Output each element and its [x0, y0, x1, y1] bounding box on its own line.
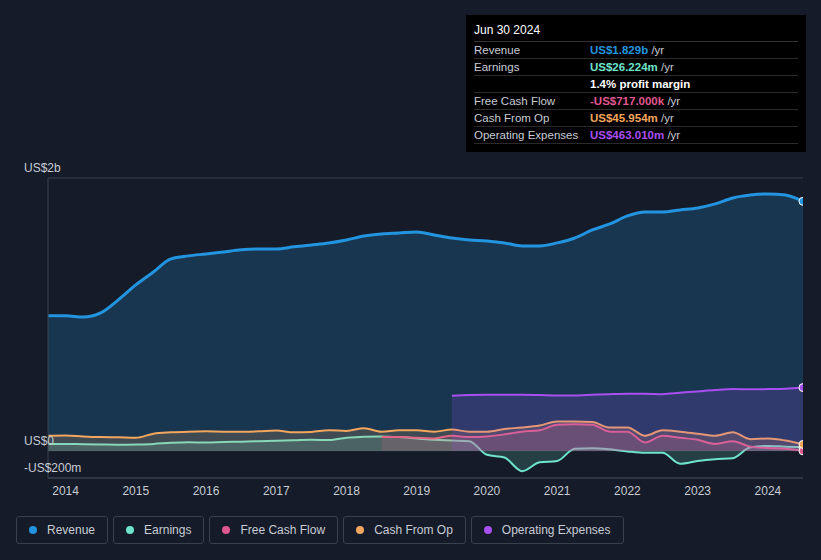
- html-text:Jun 30 2024: Jun 30 2024: [474, 23, 541, 37]
- svg-text:2016: 2016: [193, 484, 220, 498]
- html-text:Earnings: Earnings: [474, 61, 520, 73]
- html-text:Operating Expenses: Operating Expenses: [474, 129, 579, 141]
- svg-text:-US$200m: -US$200m: [24, 461, 81, 475]
- svg-text:US$0: US$0: [24, 434, 54, 448]
- svg-text:2023: 2023: [684, 484, 711, 498]
- html-text:US$463.010m /yr: US$463.010m /yr: [590, 129, 681, 141]
- svg-text:2024: 2024: [755, 484, 782, 498]
- html-text:US$1.829b /yr: US$1.829b /yr: [590, 44, 665, 56]
- html-text:1.4% profit margin: 1.4% profit margin: [590, 78, 691, 90]
- svg-text:US$2b: US$2b: [24, 161, 61, 175]
- html-text:Revenue: Revenue: [47, 523, 95, 537]
- svg-text:2018: 2018: [333, 484, 360, 498]
- html-text:Free Cash Flow: Free Cash Flow: [474, 95, 556, 107]
- svg-text:2014: 2014: [52, 484, 79, 498]
- svg-text:2021: 2021: [544, 484, 571, 498]
- svg-text:2022: 2022: [614, 484, 641, 498]
- html-text:US$26.224m /yr: US$26.224m /yr: [590, 61, 674, 73]
- svg-text:2019: 2019: [403, 484, 430, 498]
- html-text:Free Cash Flow: Free Cash Flow: [240, 523, 326, 537]
- html-text:Cash From Op: Cash From Op: [474, 112, 550, 124]
- html-text:Operating Expenses: Operating Expenses: [501, 523, 611, 537]
- html-text:Revenue: Revenue: [474, 44, 520, 56]
- svg-text:2015: 2015: [122, 484, 149, 498]
- html-text:Earnings: Earnings: [144, 523, 192, 537]
- html-text:-US$717.000k /yr: -US$717.000k /yr: [590, 95, 681, 107]
- svg-text:2020: 2020: [474, 484, 501, 498]
- html-text:US$45.954m /yr: US$45.954m /yr: [590, 112, 674, 124]
- html-text:Cash From Op: Cash From Op: [374, 523, 453, 537]
- svg-text:2017: 2017: [263, 484, 290, 498]
